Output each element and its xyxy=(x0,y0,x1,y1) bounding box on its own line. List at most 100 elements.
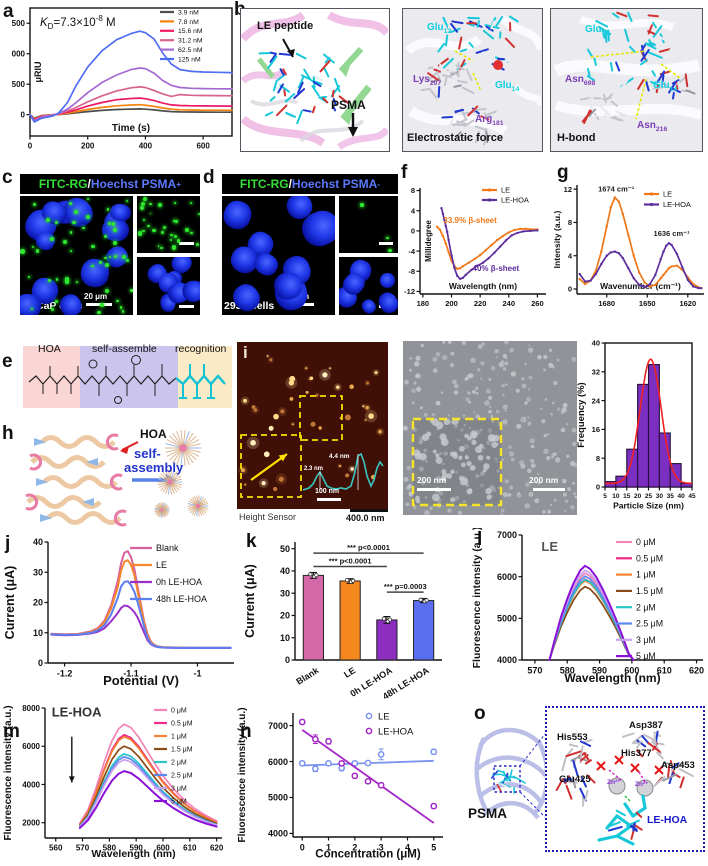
confocal-lncap-main: LNCaP cells 20 μm xyxy=(20,196,133,315)
residue-asn216: Asn216 xyxy=(637,120,668,133)
svg-text:LE: LE xyxy=(663,190,672,199)
binding-site-art xyxy=(555,730,694,846)
svg-text:15.6 nM: 15.6 nM xyxy=(178,28,203,35)
slash: / xyxy=(87,177,91,191)
svg-text:Particle Size (nm): Particle Size (nm) xyxy=(613,500,684,510)
svg-text:610: 610 xyxy=(183,844,197,853)
fitc-dot xyxy=(46,217,51,223)
lehoa-label: LE-HOA xyxy=(647,814,688,826)
confocal-293t-main: 293T cells 20 μm xyxy=(222,196,335,315)
svg-text:3 μM: 3 μM xyxy=(171,785,187,792)
svg-text:*** p<0.0001: *** p<0.0001 xyxy=(329,556,372,565)
svg-text:Intensity (a.u.): Intensity (a.u.) xyxy=(552,211,562,269)
svg-text:10: 10 xyxy=(280,633,290,643)
afm-width-label: 400.0 nm xyxy=(346,513,385,523)
svg-text:620: 620 xyxy=(210,844,224,853)
svg-text:7.8 nM: 7.8 nM xyxy=(178,19,199,26)
svg-text:1 μM: 1 μM xyxy=(636,570,656,580)
svg-text:Wavelength (nm): Wavelength (nm) xyxy=(449,281,517,291)
panel-c-title: FITC-RG / Hoechst PSMA + xyxy=(20,174,200,194)
fitc-dot xyxy=(160,230,165,235)
zn-ion-2: Zn²⁺ xyxy=(635,781,649,788)
tem-scalebar xyxy=(533,488,565,491)
residue-glu12: Glu12 xyxy=(585,24,610,37)
svg-text:LE-HOA: LE-HOA xyxy=(378,726,414,737)
svg-text:Millidegree: Millidegree xyxy=(424,220,433,262)
fitc-dot xyxy=(157,245,160,247)
fitc-dot xyxy=(196,243,200,247)
svg-text:*** p=0.0003: *** p=0.0003 xyxy=(384,582,427,591)
height-2-3nm: 2.3 nm xyxy=(304,466,323,472)
svg-text:1680: 1680 xyxy=(598,299,615,308)
psma-plus-sup: + xyxy=(176,178,182,189)
fitc-dot xyxy=(76,281,79,284)
svg-text:8: 8 xyxy=(568,218,572,227)
svg-text:*** p<0.0001: *** p<0.0001 xyxy=(347,543,390,552)
tem-scale-label: 200 nm xyxy=(529,475,559,485)
confocal-293t-green-inset xyxy=(339,196,398,253)
ribbon-art xyxy=(241,11,388,150)
svg-text:7000: 7000 xyxy=(268,721,288,731)
svg-text:LE-HOA: LE-HOA xyxy=(663,200,691,209)
svg-text:4000: 4000 xyxy=(22,780,40,789)
svg-text:580: 580 xyxy=(103,844,117,853)
svg-text:μRIU: μRIU xyxy=(33,61,43,82)
fitc-dot xyxy=(51,308,55,312)
section-hoa: HOA xyxy=(38,343,61,355)
svg-text:12: 12 xyxy=(564,185,572,194)
svg-text:30: 30 xyxy=(656,493,664,500)
svg-text:200: 200 xyxy=(445,299,458,308)
svg-text:6000: 6000 xyxy=(497,572,517,582)
panel-label-l: l xyxy=(477,529,483,550)
svg-text:1 μM: 1 μM xyxy=(171,733,187,740)
zn-ion-1: Zn²⁺ xyxy=(607,779,621,786)
fitc-dot xyxy=(91,244,95,249)
svg-text:2 μM: 2 μM xyxy=(171,759,187,766)
svg-text:4: 4 xyxy=(405,843,410,853)
fitc-dot xyxy=(55,277,59,281)
fitc-dot xyxy=(169,238,173,241)
fitc-dot xyxy=(100,303,104,307)
svg-text:LE: LE xyxy=(342,665,357,680)
residue-his377: His377 xyxy=(621,748,652,759)
scalebar xyxy=(179,242,194,245)
fitc-dot xyxy=(103,234,107,238)
residue-his553: His553 xyxy=(557,732,588,743)
svg-text:Fluorescence intensity (a.u.): Fluorescence intensity (a.u.) xyxy=(237,707,248,842)
svg-text:40% β-sheet: 40% β-sheet xyxy=(473,264,520,273)
fitc-dot xyxy=(112,228,117,233)
svg-text:Current (μA): Current (μA) xyxy=(243,564,257,638)
svg-text:200: 200 xyxy=(81,142,95,151)
svg-text:Wavelength (nm): Wavelength (nm) xyxy=(564,671,660,685)
panel-label-h: h xyxy=(2,423,14,444)
height-4-4nm: 4.4 nm xyxy=(329,453,350,460)
electrostatic-caption: Electrostatic force xyxy=(407,132,503,144)
svg-text:0: 0 xyxy=(21,111,26,120)
fitc-dot xyxy=(185,228,190,233)
le-peptide-tag: LE peptide xyxy=(257,20,314,32)
svg-text:6000: 6000 xyxy=(268,757,288,767)
afm-decoration xyxy=(238,354,385,498)
svg-text:0: 0 xyxy=(285,655,290,665)
psma-minus-sup: - xyxy=(377,178,381,189)
fitc-dot xyxy=(162,225,167,230)
psma-neg-label: PSMA xyxy=(339,177,378,191)
svg-text:220: 220 xyxy=(474,299,487,308)
svg-text:LE-HOA: LE-HOA xyxy=(501,196,529,205)
fitc-dot xyxy=(173,234,178,239)
svg-text:0: 0 xyxy=(411,227,415,236)
svg-text:24: 24 xyxy=(592,396,601,405)
svg-text:000: 000 xyxy=(12,50,26,59)
svg-text:180: 180 xyxy=(417,299,430,308)
svg-text:0: 0 xyxy=(28,142,33,151)
svg-text:3.9 nM: 3.9 nM xyxy=(178,9,199,16)
svg-text:1650: 1650 xyxy=(639,299,656,308)
fitc-dot xyxy=(86,215,90,219)
svg-text:570: 570 xyxy=(527,666,542,676)
svg-text:0: 0 xyxy=(38,658,43,668)
residue-asp453: Asp453 xyxy=(661,760,695,771)
svg-text:1.5 μM: 1.5 μM xyxy=(171,746,193,753)
svg-text:600: 600 xyxy=(624,666,639,676)
peptide-scheme xyxy=(23,346,232,408)
